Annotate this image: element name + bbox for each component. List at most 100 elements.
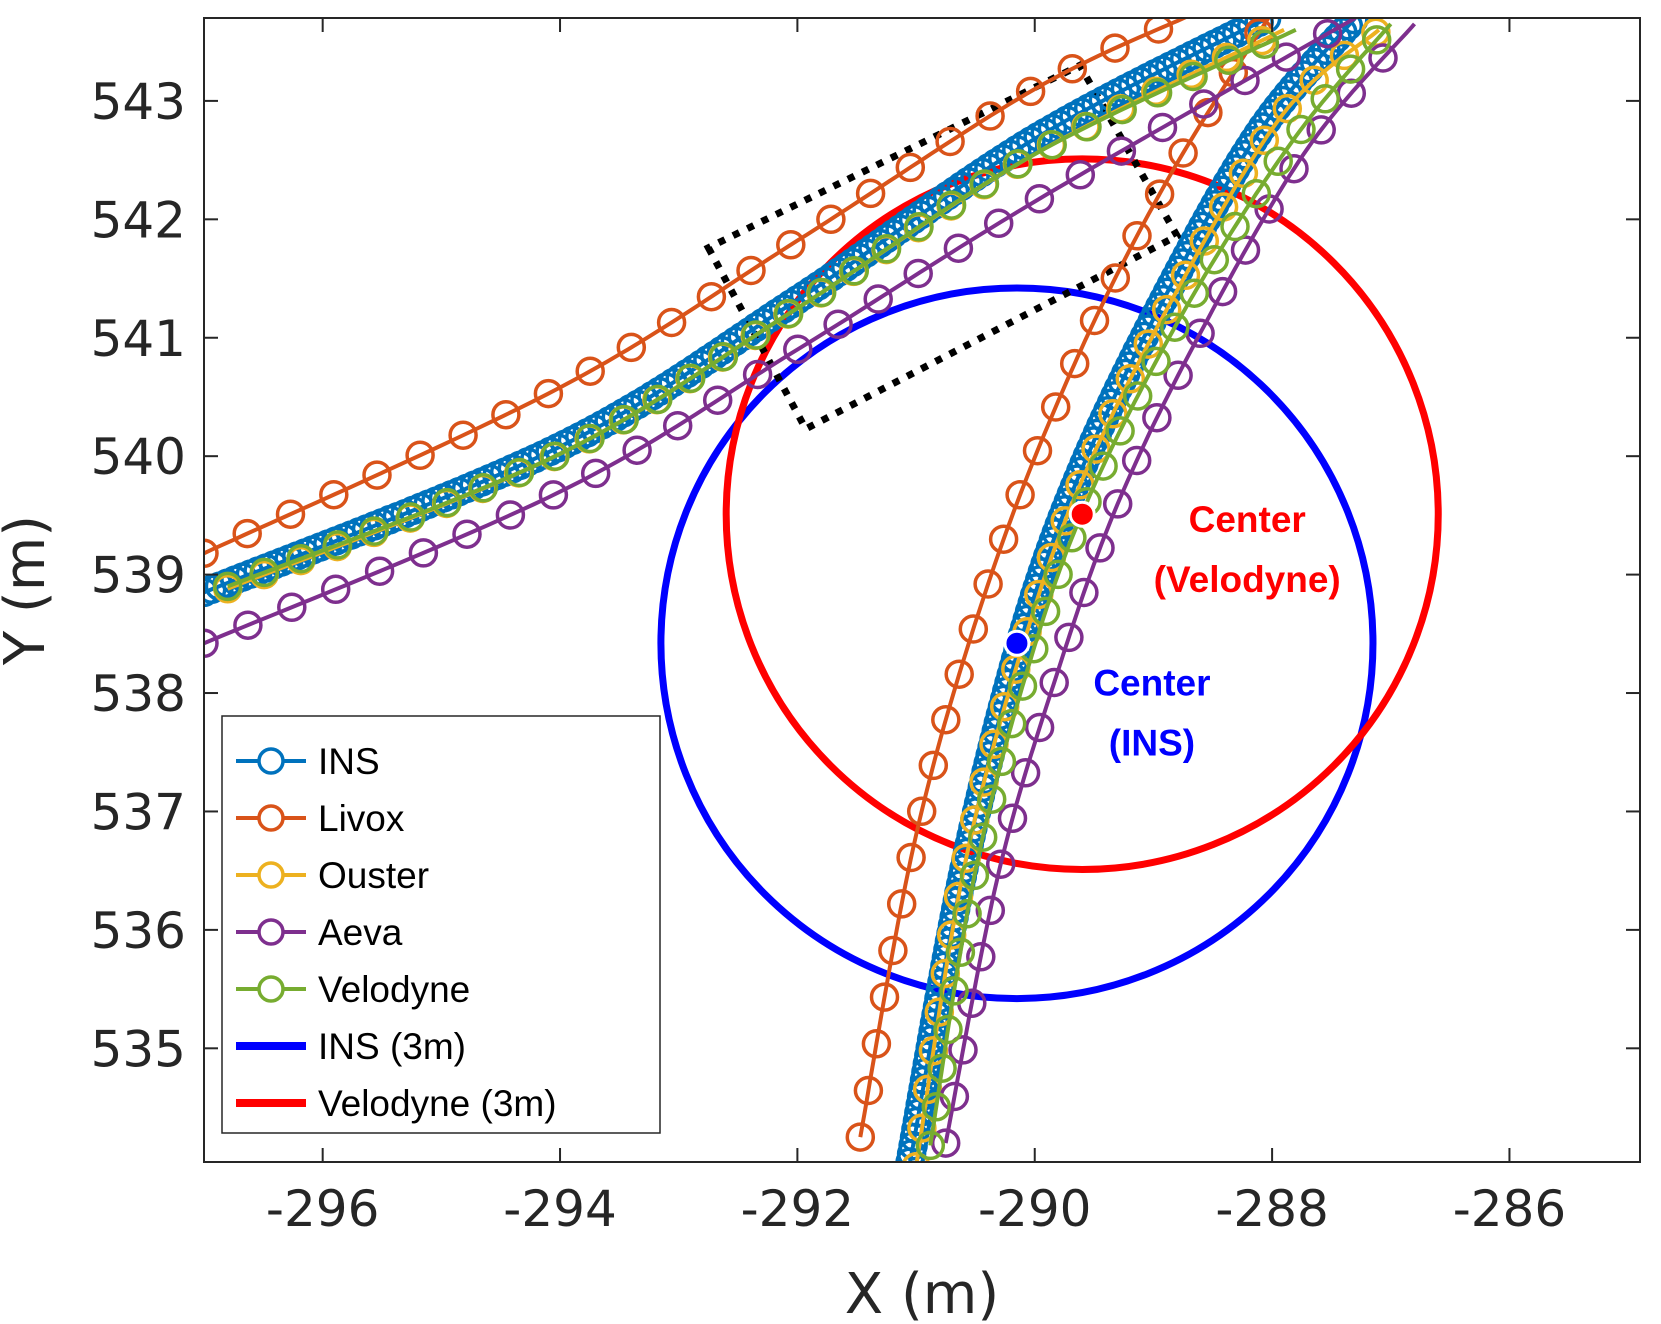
series-point-3-upper-11 (662, 410, 693, 441)
series-point-1-upper-18 (935, 126, 965, 157)
y-tick-label-6: 541 (91, 310, 186, 368)
series-point-2-lower-20 (1098, 399, 1128, 429)
series-line-2-upper (226, 28, 1285, 591)
series-point-3-upper-3 (320, 574, 351, 605)
series-point-3-lower-22 (1279, 153, 1309, 184)
series-point-3-lower-20 (1230, 235, 1261, 265)
series-point-2-lower-24 (1170, 260, 1201, 291)
x-tick-label-0: -296 (266, 1180, 379, 1238)
series-point-4-lower-18 (1088, 451, 1118, 481)
series-point-4-upper-9 (540, 441, 570, 471)
series-point-4-upper-21 (936, 190, 967, 220)
series-point-4-upper-15 (741, 320, 771, 350)
series-point-1-lower-21 (1144, 179, 1175, 209)
series-point-3-lower-0 (930, 1128, 961, 1158)
series-point-1-lower-15 (1022, 435, 1053, 466)
highlight-box (703, 60, 1183, 434)
series-point-4-upper-3 (322, 530, 353, 560)
series-point-4-upper-4 (359, 516, 389, 546)
y-axis-label: Y (m) (0, 515, 58, 666)
series-point-1-upper-8 (533, 378, 564, 409)
series-point-1-upper-19 (975, 101, 1005, 131)
series-point-1-lower-13 (988, 524, 1019, 554)
series-point-4-upper-25 (1072, 112, 1102, 142)
series-point-4-lower-27 (1263, 146, 1293, 177)
legend-label-5: INS (3m) (318, 1026, 466, 1067)
series-point-1-upper-22 (1100, 33, 1130, 63)
series-point-4-upper-13 (675, 363, 706, 394)
series-point-1-upper-7 (491, 399, 521, 430)
series-point-2-lower-27 (1228, 158, 1259, 189)
series-point-4-lower-22 (1160, 312, 1190, 342)
series-point-3-upper-23 (1147, 112, 1178, 143)
y-tick-label-5: 540 (91, 428, 186, 486)
series-point-4-lower-14 (1030, 596, 1061, 627)
series-point-1-lower-7 (906, 796, 937, 827)
series-point-3-lower-25 (1368, 43, 1398, 73)
center-point-1 (1003, 629, 1031, 657)
y-tick-label-2: 537 (91, 783, 186, 841)
x-tick-label-2: -292 (741, 1180, 854, 1238)
series-point-3-upper-27 (1312, 18, 1343, 49)
series-line-1-lower (858, 18, 1271, 1138)
series-point-3-upper-15 (823, 309, 853, 340)
legend-label-2: Ouster (318, 855, 429, 896)
y-tick-label-4: 539 (91, 547, 186, 605)
series-point-3-lower-15 (1121, 445, 1152, 476)
center-annotations: Center (Velodyne) Center (INS) (1003, 499, 1341, 763)
circle-series-6 (722, 155, 1442, 873)
series-point-4-lower-11 (996, 708, 1027, 739)
series-point-1-lower-6 (896, 842, 926, 873)
series-point-4-lower-4 (939, 976, 969, 1006)
series-point-1-upper-21 (1057, 54, 1088, 84)
series-point-3-upper-20 (1024, 184, 1055, 214)
series-point-1-lower-17 (1059, 348, 1090, 379)
series-point-3-upper-17 (903, 258, 933, 289)
series-point-1-lower-14 (1005, 480, 1035, 510)
series-point-3-upper-18 (943, 233, 974, 263)
series-line-3-lower (943, 22, 1417, 1144)
series-point-3-lower-19 (1207, 276, 1238, 307)
series-point-4-upper-11 (609, 404, 639, 435)
center-point-0 (1068, 500, 1096, 528)
series-point-3-upper-1 (233, 610, 263, 640)
series-point-3-upper-2 (277, 592, 307, 623)
x-axis-label: X (m) (845, 1262, 999, 1324)
series-point-4-lower-9 (976, 784, 1007, 814)
series-point-2-lower-28 (1249, 125, 1280, 156)
center-label-1-line1: Center (1093, 662, 1210, 703)
series-point-4-upper-29 (1214, 45, 1244, 76)
x-tick-label-1: -294 (503, 1180, 616, 1238)
series-point-1-upper-2 (275, 499, 306, 529)
series-point-4-upper-7 (468, 473, 499, 503)
series-point-2-lower-29 (1272, 93, 1303, 124)
series-point-4-upper-1 (249, 557, 280, 588)
series-point-1-upper-6 (448, 420, 478, 450)
series-point-1-lower-19 (1100, 263, 1131, 293)
series-point-4-lower-19 (1105, 416, 1135, 446)
series-point-1-lower-1 (853, 1075, 884, 1106)
series-point-2-lower-31 (1329, 40, 1360, 71)
y-tick-label-8: 543 (91, 73, 186, 131)
series-point-4-lower-0 (915, 1130, 946, 1161)
series-point-4-upper-26 (1107, 94, 1137, 125)
series-point-2-lower-21 (1115, 364, 1146, 394)
series-point-3-upper-7 (495, 500, 526, 530)
series-point-3-lower-23 (1306, 115, 1336, 145)
series-point-3-upper-16 (863, 284, 893, 314)
series-point-4-upper-14 (708, 341, 739, 372)
series-point-4-upper-10 (575, 423, 605, 454)
series-point-3-upper-4 (364, 556, 395, 586)
series-point-3-upper-25 (1230, 65, 1260, 96)
series-point-1-lower-0 (845, 1122, 876, 1152)
series-point-4-upper-23 (1003, 149, 1033, 179)
center-label-1-line2: (INS) (1109, 722, 1195, 763)
circle-series-5 (657, 284, 1377, 1003)
series-point-4-upper-6 (432, 487, 462, 518)
series-point-4-lower-12 (1007, 671, 1038, 701)
series-point-1-upper-20 (1015, 76, 1046, 107)
legend-marker-2 (257, 861, 285, 889)
series-point-1-lower-9 (931, 704, 961, 735)
series-point-1-lower-11 (958, 614, 989, 644)
series-point-4-upper-20 (904, 212, 934, 242)
